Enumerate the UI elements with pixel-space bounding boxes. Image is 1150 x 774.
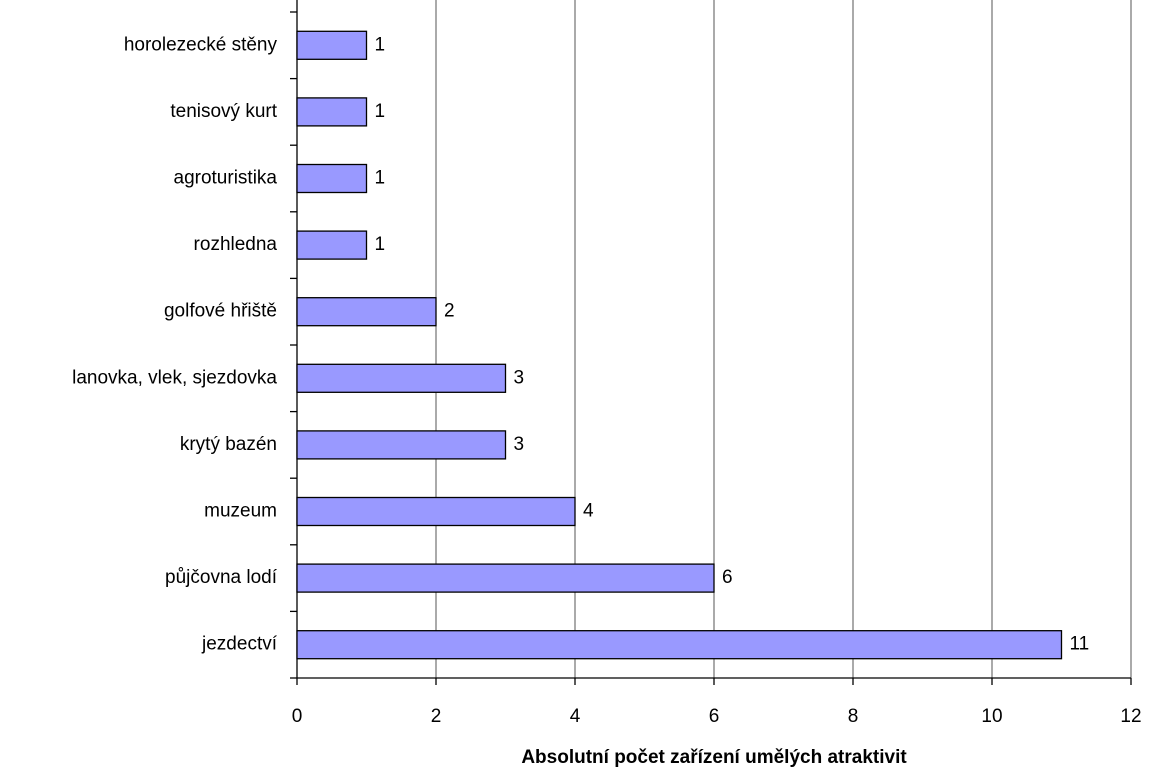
y-tick-label: rozhledna (194, 234, 278, 255)
x-tick-label: 8 (848, 706, 859, 727)
x-tick-label: 4 (570, 706, 581, 727)
data-label: 1 (375, 234, 386, 255)
bar (296, 297, 437, 327)
bar (296, 30, 368, 60)
data-label: 1 (375, 101, 386, 122)
y-tick-label: lanovka, vlek, sjezdovka (72, 367, 277, 388)
bar (296, 430, 507, 460)
data-label: 4 (583, 501, 594, 522)
bar (296, 630, 1063, 660)
data-label: 2 (444, 301, 455, 322)
data-label: 11 (1070, 634, 1090, 655)
x-tick-label: 12 (1120, 706, 1141, 727)
bar (296, 496, 576, 527)
bar (296, 230, 368, 260)
y-tick-label: muzeum (204, 501, 277, 522)
data-label: 1 (375, 168, 386, 189)
bar (296, 363, 507, 393)
x-tick-label: 10 (981, 706, 1002, 727)
bar (296, 163, 368, 194)
data-label: 6 (722, 567, 733, 588)
data-label: 1 (375, 34, 386, 55)
bar (296, 563, 715, 593)
y-tick-label: krytý bazén (180, 434, 277, 455)
data-label: 3 (514, 367, 525, 388)
y-tick-label: golfové hřiště (164, 301, 277, 322)
x-axis-title: Absolutní počet zařízení umělých atrakti… (521, 747, 907, 768)
data-label: 3 (514, 434, 525, 455)
y-tick-label: tenisový kurt (170, 101, 277, 122)
y-tick-label: půjčovna lodí (165, 567, 278, 588)
bar (296, 97, 368, 127)
x-tick-label: 0 (292, 706, 303, 727)
y-tick-label: jezdectví (201, 634, 278, 655)
y-tick-label: horolezecké stěny (124, 34, 278, 55)
x-tick-label: 2 (431, 706, 442, 727)
y-tick-label: agroturistika (174, 168, 278, 189)
x-tick-label: 6 (709, 706, 720, 727)
